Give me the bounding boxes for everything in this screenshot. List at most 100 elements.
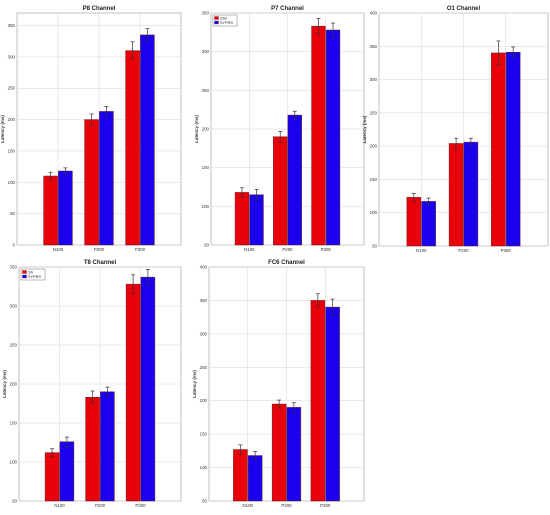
legend-box	[20, 268, 46, 281]
y-tick-label: 300	[8, 54, 16, 59]
bar	[311, 25, 326, 246]
x-tick-label: N100	[416, 248, 427, 253]
y-tick-label: 250	[370, 110, 378, 115]
y-tick-label: 300	[202, 49, 210, 54]
bar	[84, 119, 99, 246]
bar	[59, 441, 75, 502]
y-tick-label: 400	[370, 11, 378, 16]
chart-title: FC6 Channel	[268, 260, 305, 266]
y-axis-label: Latency (ms)	[362, 115, 367, 143]
bar	[505, 52, 521, 247]
y-tick-label: 200	[8, 117, 16, 122]
y-tick-label: 300	[370, 77, 378, 82]
y-axis-label: Latency (ms)	[194, 115, 199, 143]
y-tick-label: 250	[202, 88, 210, 93]
y-tick-label: 100	[370, 210, 378, 215]
chart-panel-p7: 50 100 150 200 250 300 350 N100 P200 P300 P7 Chann…	[183, 0, 367, 255]
legend-swatch	[214, 16, 219, 20]
chart-title: T8 Channel	[84, 260, 117, 266]
y-tick-label: 350	[10, 265, 18, 270]
x-tick-label: P200	[94, 247, 105, 252]
chart-t8: 50 100 150 200 250 300 350 N100 P200 P300 T8 Chann…	[2, 260, 182, 508]
y-tick-label: 150	[200, 432, 208, 437]
y-tick-label: 250	[200, 365, 208, 370]
chart-panel-fc6: 50 100 150 200 250 300 350 400 N100 P200 P300 FC6 C…	[183, 257, 367, 515]
x-tick-label: P200	[458, 248, 469, 253]
y-tick-label: 100	[8, 180, 16, 185]
x-tick-label: P200	[281, 503, 292, 508]
y-tick-label: 150	[8, 148, 16, 153]
bar	[247, 455, 263, 502]
legend-swatch	[22, 270, 27, 274]
y-tick-label: 400	[200, 265, 208, 270]
y-tick-label: 200	[10, 382, 18, 387]
y-tick-label: 200	[200, 398, 208, 403]
x-tick-label: N100	[244, 247, 255, 252]
bar	[234, 192, 250, 246]
x-tick-label: N100	[243, 503, 254, 508]
bar	[85, 397, 100, 502]
y-tick-label: 50	[10, 211, 15, 216]
bar	[421, 201, 436, 247]
x-tick-label: N100	[54, 503, 65, 508]
bar	[140, 34, 155, 246]
y-tick-label: 100	[10, 460, 18, 465]
x-tick-label: P200	[282, 247, 293, 252]
chart-panel-o1: 50 100 150 200 250 300 350 400 N100 P200 P300 O1 Ch…	[362, 0, 550, 255]
chart-fc6: 50 100 150 200 250 300 350 400 N100 P200 P300 FC6 C…	[192, 260, 365, 508]
y-tick-label: 150	[10, 421, 18, 426]
legend-label: SYPRS	[220, 21, 233, 25]
chart-p8: 0 50 100 150 200 250 300 350 N100 P200 P300 P8 Chan…	[0, 6, 182, 252]
legend-label: SS2	[220, 16, 227, 20]
chart-title: P7 Channel	[271, 6, 304, 12]
chart-panel-p8: 0 50 100 150 200 250 300 350 N100 P200 P300 P8 Chan…	[0, 0, 183, 255]
y-tick-label: 0	[13, 243, 16, 248]
y-axis-label: Latency (ms)	[2, 370, 7, 398]
legend-label: SS	[28, 270, 34, 274]
bar	[286, 407, 302, 502]
y-tick-label: 50	[204, 243, 209, 248]
bar	[249, 194, 264, 246]
bar	[44, 452, 60, 502]
y-tick-label: 300	[10, 304, 18, 309]
y-tick-label: 350	[8, 23, 16, 28]
y-tick-label: 100	[202, 204, 210, 209]
y-axis-label: Latency (ms)	[0, 115, 5, 143]
y-tick-label: 50	[372, 244, 377, 249]
y-tick-label: 100	[200, 465, 208, 470]
y-tick-label: 350	[370, 44, 378, 49]
bar	[233, 449, 248, 502]
bar	[273, 136, 288, 246]
bar	[271, 403, 287, 502]
bar	[58, 170, 73, 246]
bar	[448, 143, 464, 247]
bar	[325, 29, 341, 246]
y-tick-label: 300	[200, 331, 208, 336]
bar	[287, 114, 302, 246]
legend-swatch	[22, 274, 27, 279]
legend-swatch	[214, 20, 219, 25]
y-tick-label: 50	[202, 499, 207, 504]
y-tick-label: 250	[10, 343, 18, 348]
x-tick-label: P300	[135, 503, 146, 508]
chart-title: O1 Channel	[447, 6, 481, 12]
y-axis-label: Latency (ms)	[192, 370, 197, 398]
x-tick-label: P300	[320, 503, 331, 508]
legend-label: SYPRS	[28, 275, 41, 279]
bar	[491, 52, 506, 247]
bar	[310, 300, 326, 502]
bar	[43, 175, 58, 246]
x-tick-label: P300	[321, 247, 332, 252]
x-tick-label: P200	[95, 503, 106, 508]
x-tick-label: N100	[53, 247, 64, 252]
y-tick-label: 350	[200, 298, 208, 303]
y-tick-label: 150	[202, 165, 210, 170]
y-tick-label: 350	[202, 11, 210, 16]
bar	[125, 283, 141, 502]
chart-title: P8 Channel	[83, 6, 116, 12]
bar	[406, 197, 422, 247]
y-tick-label: 50	[12, 499, 17, 504]
y-tick-label: 200	[370, 144, 378, 149]
legend-box	[212, 14, 238, 27]
bar	[140, 276, 156, 502]
